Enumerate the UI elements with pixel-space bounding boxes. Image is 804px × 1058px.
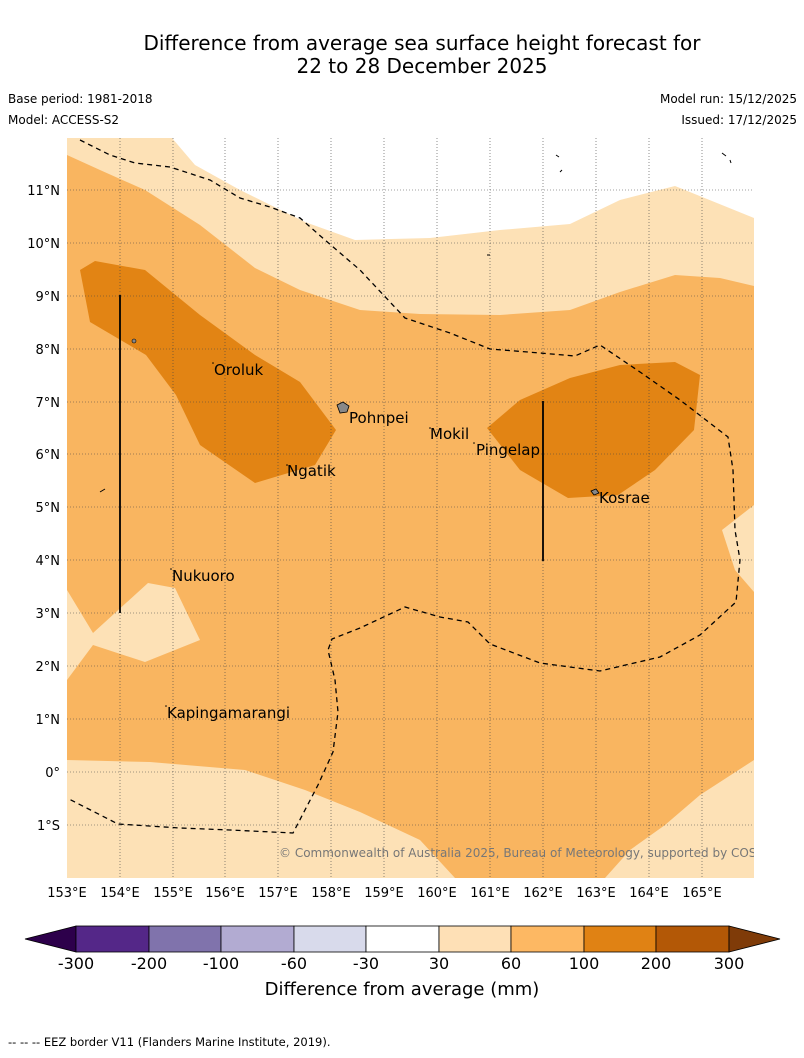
colorbar-tick: -200 [131,954,167,973]
place-label-kapingamarangi: Kapingamarangi [167,704,290,722]
title-line-2: 22 to 28 December 2025 [296,54,548,78]
colorbar-label: Difference from average (mm) [265,979,540,1000]
lat-label: 11°N [27,184,60,199]
lon-label: 153°E [47,886,87,901]
band-60-100-region [67,155,754,878]
lat-label: 2°N [36,660,61,675]
colorbar-segment [510,925,585,953]
lon-label: 156°E [205,886,245,901]
colorbar-tick: 30 [429,954,449,973]
lon-label: 161°E [470,886,510,901]
lon-label: 157°E [258,886,298,901]
band-100-200-west-region [80,261,336,483]
colorbar: -300 -200 -100 -60 -30 30 60 100 200 300… [24,925,781,1000]
place-label-pohnpei: Pohnpei [349,409,409,427]
band-100-200-east-region [487,362,700,498]
lon-label: 158°E [311,886,351,901]
nukuoro-marker [170,568,172,570]
colorbar-tick: -60 [281,954,307,973]
place-label-kosrae: Kosrae [599,489,650,507]
place-labels: Oroluk Pohnpei Mokil Ngatik Pingelap Kos… [167,361,650,722]
kapingamarangi-marker [165,705,167,707]
title-line-1: Difference from average sea surface heig… [143,31,701,55]
islands [99,152,732,707]
pingelap-marker [473,442,475,444]
colorbar-segment [438,925,512,953]
colorbar-segment [220,925,295,953]
colorbar-tick: -100 [203,954,239,973]
map-title: Difference from average sea surface heig… [0,32,804,78]
lon-label: 164°E [629,886,669,901]
lon-label: 155°E [153,886,193,901]
model-name: Model: ACCESS-S2 [8,113,120,127]
lat-label: 5°N [36,501,61,516]
colorbar-extend-high [728,925,781,953]
lon-label: 162°E [523,886,563,901]
colorbar-segment [75,925,150,953]
colorbar-ticks: -300 -200 -100 -60 -30 30 60 100 200 300 [58,954,744,973]
base-period: Base period: 1981-2018 [8,92,153,106]
colorbar-tick: -300 [58,954,94,973]
place-label-oroluk: Oroluk [214,361,263,379]
lon-label: 163°E [576,886,616,901]
lat-label: 1°N [36,713,61,728]
latitude-labels: 11°N 10°N 9°N 8°N 7°N 6°N 5°N 4°N 3°N 2°… [27,184,60,834]
lat-label: 3°N [36,607,61,622]
longitude-labels: 153°E 154°E 155°E 156°E 157°E 158°E 159°… [47,886,722,901]
islet-west [131,338,137,344]
lon-label: 165°E [682,886,722,901]
colorbar-extend-low [24,925,77,953]
colorbar-segment [583,925,657,953]
band-below-30-region [172,138,754,240]
colorbar-segment [365,925,440,953]
colorbar-segment [148,925,222,953]
islet-west-small [99,488,106,493]
lat-label: 4°N [36,554,61,569]
islet-north [555,154,563,173]
issued-date: Issued: 17/12/2025 [681,113,797,127]
lat-label: 1°S [37,819,60,834]
lat-label: 6°N [36,448,61,463]
colorbar-tick: -30 [353,954,379,973]
colorbar-tick: 100 [569,954,600,973]
colorbar-tick: 200 [641,954,672,973]
map-area: Oroluk Pohnpei Mokil Ngatik Pingelap Kos… [67,138,784,878]
islet-northeast [721,152,732,164]
eez-legend-footer: -- -- -- EEZ border V11 (Flanders Marine… [8,1035,331,1049]
mokil-marker [429,427,431,429]
place-label-nukuoro: Nukuoro [172,567,235,585]
lon-label: 154°E [100,886,140,901]
lon-label: 160°E [417,886,457,901]
model-run: Model run: 15/12/2025 [659,92,797,106]
place-label-ngatik: Ngatik [287,462,336,480]
ngatik-marker [286,464,288,466]
lat-label: 8°N [36,343,61,358]
lat-label: 9°N [36,290,61,305]
copyright-notice: © Commonwealth of Australia 2025, Bureau… [279,846,784,860]
pohnpei-island [336,401,350,414]
lat-label: 7°N [36,396,61,411]
colorbar-segment [293,925,367,953]
lat-label: 10°N [27,237,60,252]
eez-border-line [67,139,741,834]
oroluk-marker [212,362,214,364]
lon-label: 159°E [364,886,404,901]
colorbar-tick: 300 [714,954,745,973]
place-label-pingelap: Pingelap [476,441,540,459]
colorbar-segment [655,925,730,953]
kosrae-island [590,488,600,496]
lat-label: 0° [45,766,60,781]
colorbar-tick: 60 [501,954,521,973]
place-label-mokil: Mokil [430,425,469,443]
